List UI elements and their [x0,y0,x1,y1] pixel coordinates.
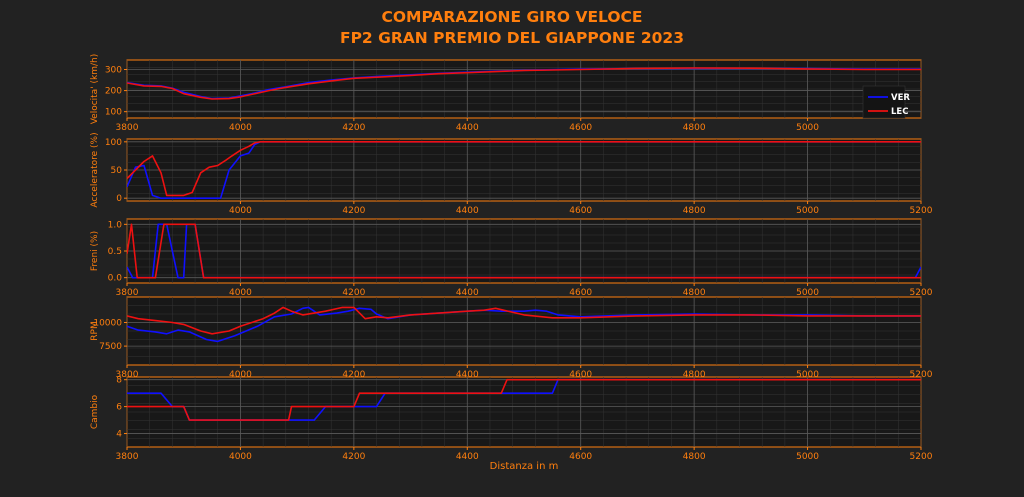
y-axis-label: Cambio [90,394,100,429]
y-tick-label: 6 [116,403,122,413]
y-axis-label: Velocita' (km/h) [90,54,100,125]
x-tick-label: 4000 [229,370,252,380]
x-tick-label: 3800 [116,123,139,133]
x-tick-label: 4400 [456,452,479,462]
x-tick-label: 5200 [910,452,933,462]
x-tick-label: 3800 [116,288,139,298]
x-tick-label: 4000 [229,123,252,133]
y-tick-label: 0 [116,194,122,204]
x-tick-label: 5000 [796,123,819,133]
x-tick-label: 5200 [910,370,933,380]
panel-3: 0.0 0.5 1.0 3800 4000 4200 4400 4600 4800 5000 520… [90,218,933,298]
x-tick-label: 4600 [569,123,592,133]
x-tick-label: 5200 [910,288,933,298]
legend-box [862,85,906,119]
x-tick-label: 5000 [796,288,819,298]
panel-1: 100 200 300 3800 4000 4200 4400 4600 4800 5000 Vel… [90,54,922,133]
chart-title-line1: COMPARAZIONE GIRO VELOCE [381,8,642,26]
x-tick-label: 4600 [569,452,592,462]
x-tick-label: 5200 [910,206,933,216]
x-tick-label: 4600 [569,370,592,380]
x-tick-label: 4400 [456,123,479,133]
series-line-lec [127,306,921,335]
x-tick-label: 4200 [342,452,365,462]
x-tick-label: 4200 [342,123,365,133]
legend-label-lec: LEC [891,107,908,117]
y-tick-label: 0.5 [108,247,122,257]
y-tick-label: 10000 [93,319,122,329]
y-tick-label: 50 [111,166,123,176]
panel-5: 4 6 8 3800 4000 4200 4400 4600 4800 5000 5200 Cambi… [90,376,933,472]
panel-4: 7500 10000 3800 4000 4200 4400 4600 4800 5000 520… [90,296,933,380]
y-tick-label: 7500 [99,342,122,352]
series-line-lec [127,141,921,197]
y-tick-label: 1.0 [108,220,123,230]
y-axis-label: Freni (%) [90,231,100,271]
x-tick-label: 4600 [569,288,592,298]
y-tick-label: 4 [116,430,122,440]
x-tick-label: 4600 [569,206,592,216]
panel-2: 0 50 100 4000 4200 4400 4600 4800 5000 5200 Accele… [90,132,933,216]
y-tick-label: 0.0 [108,274,123,284]
x-tick-label: 4200 [342,370,365,380]
y-tick-label: 100 [105,108,122,118]
x-tick-label: 4800 [683,123,706,133]
series-line-ver [127,306,921,343]
x-tick-label: 4800 [683,370,706,380]
x-tick-label: 5000 [796,206,819,216]
chart-panels: 100 200 300 3800 4000 4200 4400 4600 4800 5000 Vel… [90,54,933,472]
y-tick-label: 200 [105,87,122,97]
y-tick-label: 8 [116,376,122,386]
y-axis-label: Acceleratore (%) [90,132,100,207]
x-tick-label: 4000 [229,452,252,462]
x-tick-label: 4800 [683,206,706,216]
series-line-ver [127,141,921,199]
y-tick-label: 100 [105,138,122,148]
x-tick-label: 3800 [116,370,139,380]
x-tick-label: 4400 [456,288,479,298]
series-line-lec [127,223,921,279]
x-tick-label: 4000 [229,288,252,298]
legend-label-ver: VER [891,93,910,103]
x-tick-label: 3800 [116,452,139,462]
x-tick-label: 5000 [796,370,819,380]
x-tick-label: 4400 [456,206,479,216]
x-axis-label: Distanza in m [490,461,559,472]
x-tick-label: 4400 [456,370,479,380]
series-line-lec [127,378,921,421]
x-tick-label: 4800 [683,288,706,298]
x-tick-label: 4000 [229,206,252,216]
y-axis-label: RPM [90,321,100,340]
y-tick-label: 300 [105,65,122,75]
x-tick-label: 4800 [683,452,706,462]
x-tick-label: 5000 [796,452,819,462]
x-tick-label: 4200 [342,288,365,298]
series-line-lec [127,67,921,100]
legend: VER LEC [862,85,910,119]
chart-title-line2: FP2 GRAN PREMIO DEL GIAPPONE 2023 [340,29,684,47]
x-tick-label: 4200 [342,206,365,216]
